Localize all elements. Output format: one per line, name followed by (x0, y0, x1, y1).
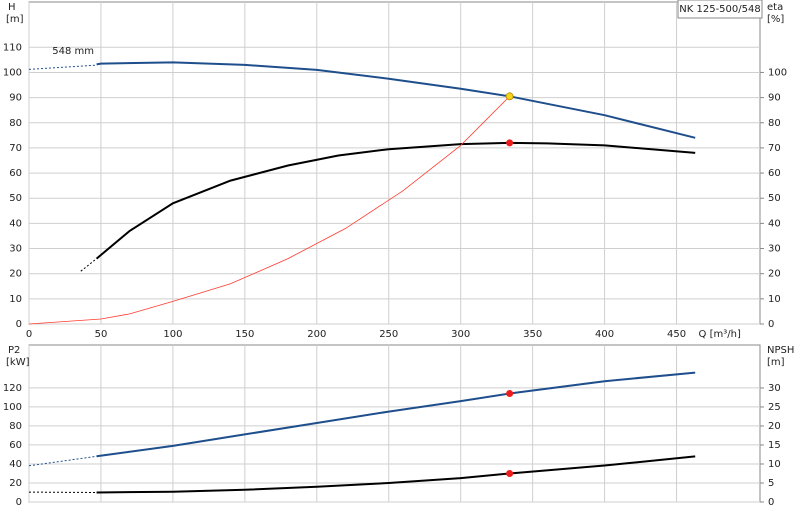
y-tick-label: 40 (9, 218, 22, 229)
y-tick-label: 10 (9, 294, 22, 305)
y2-tick-label: 0 (768, 319, 774, 330)
duty-point (505, 92, 514, 101)
y-tick-label: 80 (9, 421, 22, 432)
y2-axis-label: NPSH (767, 345, 794, 356)
y-tick-label: 20 (9, 269, 22, 280)
y2-axis-label: eta (767, 2, 783, 13)
plot-area (28, 344, 761, 503)
y-tick-label: 70 (9, 143, 22, 154)
x-tick-label: 250 (379, 329, 398, 340)
y-tick-label: 50 (9, 193, 22, 204)
y2-tick-label: 100 (768, 67, 787, 78)
curve-annotation: 548 mm (52, 46, 94, 57)
y-tick-label: 90 (9, 93, 22, 104)
y-axis-unit: [m] (6, 14, 24, 25)
curve (95, 141, 696, 260)
curve (28, 96, 510, 325)
y-tick-label: 30 (9, 244, 22, 255)
duty-point (506, 139, 514, 147)
plot-area (28, 1, 761, 325)
y-tick-label: 60 (9, 440, 22, 451)
y2-tick-label: 20 (768, 269, 781, 280)
curve (28, 64, 97, 70)
x-tick-label: 150 (235, 329, 254, 340)
y-axis-label: P2 (8, 345, 20, 356)
y-tick-label: 100 (3, 67, 22, 78)
x-tick-label: 350 (523, 329, 542, 340)
y2-tick-label: 0 (768, 497, 774, 508)
x-tick-label: 0 (26, 329, 32, 340)
y-axis-unit: [kW] (6, 357, 30, 368)
x-tick-label: 200 (307, 329, 326, 340)
y2-tick-label: 5 (768, 478, 774, 489)
curve (80, 258, 97, 272)
y2-tick-label: 60 (768, 168, 781, 179)
y2-tick-label: 30 (768, 244, 781, 255)
y-tick-label: 100 (3, 402, 22, 413)
y2-axis-unit: [m] (767, 357, 785, 368)
y2-tick-label: 25 (768, 402, 781, 413)
y2-tick-label: 30 (768, 383, 781, 394)
y-tick-label: 80 (9, 118, 22, 129)
curve (96, 371, 696, 458)
y-tick-label: 110 (3, 42, 22, 53)
x-axis-label: Q [m³/h] (699, 329, 741, 340)
y-tick-label: 0 (16, 497, 22, 508)
title-box (677, 0, 763, 19)
x-tick-label: 450 (667, 329, 686, 340)
y2-tick-label: 40 (768, 218, 781, 229)
curve (96, 455, 696, 494)
y-tick-label: 120 (3, 383, 22, 394)
curve (28, 455, 97, 467)
curve (96, 61, 696, 139)
y2-tick-label: 20 (768, 421, 781, 432)
y2-axis-unit: [%] (767, 14, 784, 25)
duty-point (506, 390, 514, 398)
y-tick-label: 0 (16, 319, 22, 330)
y-tick-label: 20 (9, 478, 22, 489)
y-axis-label: H (8, 2, 16, 13)
x-tick-label: 100 (163, 329, 182, 340)
x-tick-label: 300 (451, 329, 470, 340)
y-tick-label: 40 (9, 459, 22, 470)
chart-title: NK 125-500/548 (679, 4, 760, 15)
duty-point (506, 469, 514, 477)
x-tick-label: 400 (595, 329, 614, 340)
y2-tick-label: 50 (768, 193, 781, 204)
y2-tick-label: 10 (768, 459, 781, 470)
y2-tick-label: 70 (768, 143, 781, 154)
y2-tick-label: 10 (768, 294, 781, 305)
y-tick-label: 60 (9, 168, 22, 179)
y2-tick-label: 80 (768, 118, 781, 129)
x-tick-label: 50 (95, 329, 108, 340)
y2-tick-label: 15 (768, 440, 781, 451)
y2-tick-label: 90 (768, 93, 781, 104)
